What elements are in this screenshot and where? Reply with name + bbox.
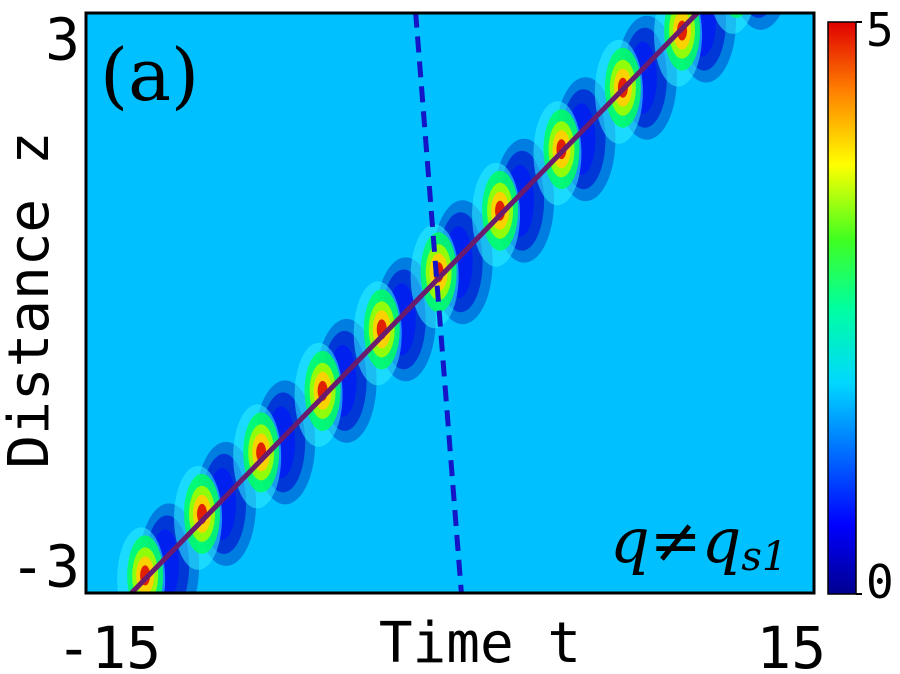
annotation-subscript: s1 bbox=[741, 534, 787, 580]
y-tick-label-0: -3 bbox=[10, 533, 80, 601]
plot-frame bbox=[84, 11, 816, 595]
annotation-label: q≠qs1 bbox=[610, 504, 787, 580]
y-tick-label-1: 3 bbox=[45, 5, 80, 73]
colorbar bbox=[827, 21, 857, 595]
solid-trajectory-line bbox=[129, 13, 701, 593]
peak-1 bbox=[174, 441, 257, 570]
dashed-trajectory-line bbox=[413, 13, 464, 593]
x-axis-label: Time t bbox=[379, 611, 581, 674]
heatmap bbox=[86, 13, 814, 593]
peak-5 bbox=[410, 200, 493, 329]
colorbar-ticks: 05 bbox=[856, 3, 894, 609]
peak-3 bbox=[294, 318, 377, 447]
x-tick-label-0: -15 bbox=[56, 614, 161, 674]
x-ticks: -15 15 bbox=[56, 614, 826, 674]
annotation-main: q≠q bbox=[610, 504, 741, 577]
panel-label: (a) bbox=[100, 33, 199, 117]
y-axis-label: Distance z bbox=[0, 131, 62, 468]
peak-4 bbox=[353, 257, 436, 386]
lines-layer bbox=[129, 13, 701, 593]
colorbar-tick-label-0: 0 bbox=[866, 555, 894, 609]
y-ticks: -3 3 bbox=[10, 5, 80, 600]
colorbar-tick-label-1: 5 bbox=[866, 3, 894, 57]
x-tick-label-1: 15 bbox=[756, 614, 826, 674]
